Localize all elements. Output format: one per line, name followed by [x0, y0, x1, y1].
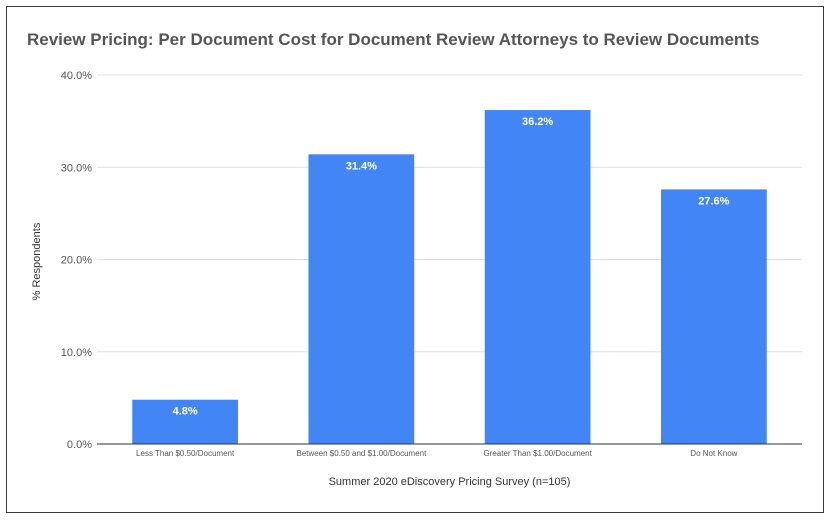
bar	[661, 189, 767, 444]
y-axis-label: % Respondents	[31, 222, 43, 300]
bar-data-label: 36.2%	[522, 116, 553, 128]
x-axis-label: Summer 2020 eDiscovery Pricing Survey (n…	[329, 476, 571, 488]
y-tick-label: 30.0%	[61, 162, 92, 174]
x-category-label: Do Not Know	[690, 449, 737, 458]
x-category-label: Between $0.50 and $1.00/Document	[296, 449, 427, 458]
bars	[132, 110, 767, 445]
bar	[132, 399, 238, 444]
x-category-label: Greater Than $1.00/Document	[483, 449, 592, 458]
y-tick-label: 0.0%	[67, 439, 92, 451]
bar-data-label: 27.6%	[698, 195, 729, 207]
y-tick-label: 20.0%	[61, 255, 92, 267]
data-labels: 4.8% 31.4% 36.2% 27.6%	[173, 116, 730, 418]
x-category-label: Less Than $0.50/Document	[136, 449, 235, 458]
y-tick-label: 40.0%	[61, 70, 92, 82]
x-category-labels: Less Than $0.50/Document Between $0.50 an…	[136, 449, 738, 458]
bar-data-label: 31.4%	[346, 160, 377, 172]
bar-data-label: 4.8%	[173, 406, 198, 418]
y-tick-labels: 0.0% 10.0% 20.0% 30.0% 40.0%	[61, 70, 92, 451]
chart-title: Review Pricing: Per Document Cost for Do…	[27, 30, 760, 49]
bar	[308, 154, 415, 444]
bar	[484, 110, 591, 445]
y-tick-label: 10.0%	[61, 347, 92, 359]
